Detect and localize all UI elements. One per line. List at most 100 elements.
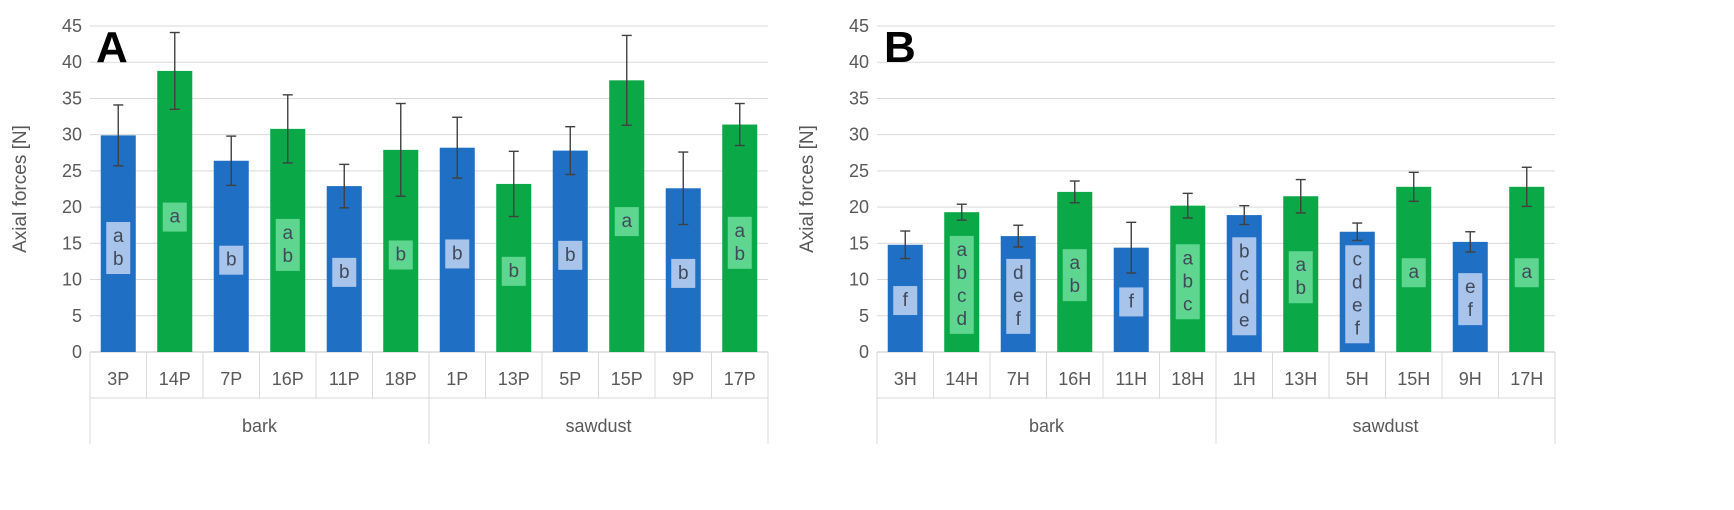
significance-box	[614, 207, 639, 237]
error-bar-3H	[900, 230, 911, 260]
error-bar-11H	[1126, 221, 1137, 274]
y-tick-label: 15	[849, 233, 869, 253]
x-tick-label: 11H	[1115, 369, 1147, 389]
y-tick-label: 0	[72, 342, 82, 362]
y-tick-label: 40	[849, 52, 869, 72]
significance-box	[1119, 287, 1144, 317]
error-bar-1H	[1239, 204, 1250, 226]
significance-letter: c	[1353, 249, 1363, 270]
group-label-sawdust: sawdust	[565, 416, 631, 436]
significance-letter: f	[903, 290, 909, 311]
significance-label-11H: f	[1119, 287, 1144, 317]
x-tick-label: 3P	[107, 369, 129, 389]
error-bar-7P	[226, 135, 237, 187]
y-axis-label: Axial forces [N]	[10, 125, 31, 253]
x-tick-label: 14P	[159, 369, 191, 389]
group-label-sawdust: sawdust	[1352, 416, 1418, 436]
significance-letter: a	[169, 207, 180, 228]
x-tick-label: 7H	[1007, 369, 1030, 389]
significance-letter: c	[1240, 264, 1250, 285]
significance-letter: c	[957, 286, 967, 307]
significance-box	[949, 235, 974, 334]
error-bar-5H	[1352, 222, 1363, 242]
significance-letter: f	[1016, 309, 1022, 330]
significance-letter: f	[1129, 291, 1135, 312]
x-tick-label: 13P	[498, 369, 530, 389]
y-tick-label: 20	[849, 197, 869, 217]
significance-label-7P: b	[219, 245, 244, 275]
significance-letter: b	[282, 246, 293, 267]
significance-box	[1062, 249, 1087, 302]
significance-letter: c	[1183, 294, 1193, 315]
significance-box	[1401, 258, 1426, 288]
significance-letter: a	[1182, 248, 1193, 269]
significance-letter: b	[734, 244, 745, 265]
significance-letter: b	[113, 249, 124, 270]
significance-letter: d	[1239, 287, 1250, 308]
significance-label-1P: b	[445, 239, 470, 269]
significance-label-16H: ab	[1062, 249, 1087, 302]
y-tick-label: 5	[859, 306, 869, 326]
significance-box	[893, 286, 918, 316]
error-bar-3P	[113, 104, 124, 167]
significance-label-14P: a	[162, 202, 187, 232]
significance-letter: f	[1355, 318, 1361, 339]
significance-letter: d	[1013, 263, 1024, 284]
significance-letter: f	[1468, 300, 1474, 321]
significance-letter: d	[1352, 272, 1363, 293]
significance-label-13P: b	[501, 256, 526, 286]
significance-letter: b	[678, 263, 689, 284]
x-tick-label: 14H	[945, 369, 978, 389]
significance-letter: a	[621, 211, 632, 232]
significance-box	[275, 218, 300, 271]
significance-label-17P: ab	[727, 216, 752, 269]
significance-box	[501, 256, 526, 286]
error-bar-17P	[734, 102, 745, 147]
error-bar-7H	[1013, 224, 1024, 248]
error-bar-16P	[282, 94, 293, 164]
significance-box	[671, 258, 696, 288]
x-tick-label: 15P	[611, 369, 643, 389]
significance-letter: b	[565, 245, 576, 266]
error-bar-16H	[1069, 180, 1080, 204]
x-tick-label: 1P	[446, 369, 468, 389]
y-tick-label: 35	[62, 88, 82, 108]
error-bar-15H	[1408, 171, 1419, 203]
significance-label-15P: a	[614, 207, 639, 237]
significance-box	[1232, 237, 1257, 336]
y-tick-label: 10	[62, 270, 82, 290]
x-tick-label: 1H	[1233, 369, 1256, 389]
significance-letter: e	[1465, 277, 1476, 298]
significance-letter: a	[1521, 262, 1532, 283]
y-tick-label: 40	[62, 52, 82, 72]
y-tick-label: 35	[849, 88, 869, 108]
significance-letter: b	[339, 262, 350, 283]
significance-box	[162, 202, 187, 232]
significance-letter: e	[1239, 310, 1250, 331]
significance-letter: a	[956, 240, 967, 261]
x-tick-label: 17H	[1510, 369, 1543, 389]
group-label-bark: bark	[242, 416, 278, 436]
x-tick-label: 5P	[559, 369, 581, 389]
significance-label-9H: ef	[1458, 273, 1483, 326]
x-tick-label: 15H	[1397, 369, 1430, 389]
error-bar-5P	[565, 125, 576, 176]
x-tick-label: 16P	[272, 369, 304, 389]
error-bar-18H	[1182, 192, 1193, 219]
x-tick-label: 13H	[1284, 369, 1317, 389]
significance-label-3P: ab	[106, 222, 131, 275]
error-bar-9H	[1465, 231, 1476, 253]
significance-box	[1345, 245, 1370, 344]
error-bar-14P	[169, 31, 180, 111]
significance-label-3H: f	[893, 286, 918, 316]
significance-letter: a	[282, 223, 293, 244]
significance-letter: b	[508, 261, 519, 282]
significance-box	[1288, 251, 1313, 304]
y-tick-label: 25	[849, 161, 869, 181]
significance-label-13H: ab	[1288, 251, 1313, 304]
